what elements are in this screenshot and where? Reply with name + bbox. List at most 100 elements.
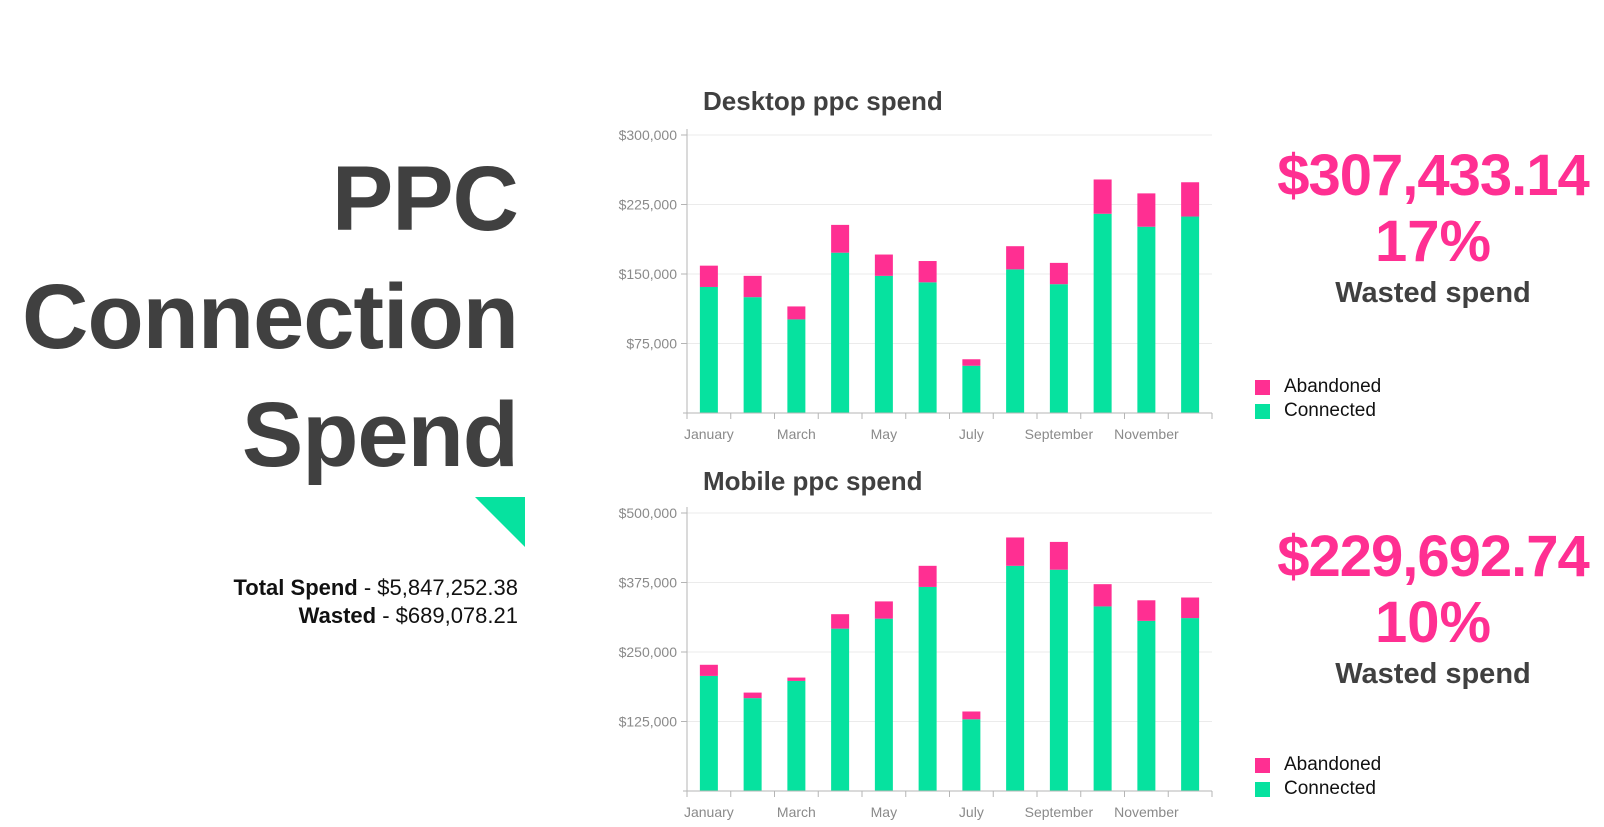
bar-connected — [962, 719, 981, 791]
bar-connected — [1049, 284, 1068, 413]
legend-label-connected: Connected — [1284, 400, 1376, 421]
total-spend-row: Total Spend - $5,847,252.38 — [0, 574, 518, 602]
bar-abandoned — [1181, 182, 1200, 217]
bar-connected — [1137, 620, 1156, 791]
y-tick-label: $250,000 — [619, 644, 678, 660]
legend-item-abandoned: Abandoned — [1255, 375, 1381, 399]
bar-connected — [787, 319, 806, 413]
x-tick-label: May — [871, 426, 897, 442]
y-tick-label: $225,000 — [619, 197, 678, 213]
bar-connected — [1006, 565, 1025, 791]
x-tick-label: January — [684, 426, 734, 442]
bar-abandoned — [1049, 262, 1068, 285]
bar-abandoned — [831, 224, 850, 253]
page-title: PPC Connection Spend — [0, 140, 519, 494]
bar-connected — [1049, 569, 1068, 791]
wasted-value: - $689,078.21 — [376, 603, 518, 628]
desktop-wasted-amount: $307,433.14 — [1277, 143, 1590, 208]
desktop-chart-legend: Abandoned Connected — [1255, 375, 1381, 423]
desktop-wasted-label: Wasted spend — [1335, 277, 1531, 309]
x-tick-label: July — [959, 804, 984, 820]
wasted-label: Wasted — [298, 603, 377, 628]
legend-item-connected: Connected — [1255, 399, 1381, 423]
y-tick-label: $500,000 — [619, 505, 678, 521]
x-tick-label: September — [1025, 426, 1094, 442]
bar-abandoned — [962, 359, 981, 366]
mobile-chart-legend: Abandoned Connected — [1255, 753, 1381, 801]
mobile-wasted-label: Wasted spend — [1335, 658, 1531, 690]
bar-abandoned — [743, 692, 762, 699]
mobile-wasted-amount: $229,692.74 — [1277, 524, 1590, 589]
bar-connected — [1181, 216, 1200, 413]
bar-connected — [918, 282, 937, 413]
bar-connected — [874, 275, 893, 413]
x-tick-label: January — [684, 804, 734, 820]
legend-label-connected: Connected — [1284, 778, 1376, 799]
totals-summary: Total Spend - $5,847,252.38 Wasted - $68… — [0, 574, 518, 630]
legend-item-connected: Connected — [1255, 777, 1381, 801]
mobile-wasted-percent: 10% — [1374, 590, 1492, 655]
bar-abandoned — [874, 254, 893, 276]
y-tick-label: $375,000 — [619, 575, 678, 591]
bar-connected — [787, 680, 806, 791]
bar-connected — [962, 365, 981, 413]
total-spend-value: - $5,847,252.38 — [357, 575, 518, 600]
bar-connected — [1093, 213, 1112, 413]
page-title-line-3: Spend — [241, 384, 519, 486]
x-tick-label: September — [1025, 804, 1094, 820]
bar-abandoned — [1137, 193, 1156, 227]
x-tick-label: November — [1114, 426, 1179, 442]
bar-abandoned — [787, 677, 806, 681]
bar-abandoned — [1006, 246, 1025, 270]
desktop-wasted-stat: $307,433.14 17% Wasted spend — [1262, 143, 1604, 311]
bar-connected — [831, 252, 850, 413]
bar-abandoned — [1093, 584, 1112, 607]
desktop-chart-title: Desktop ppc spend — [703, 86, 943, 116]
bar-abandoned — [743, 275, 762, 298]
bar-abandoned — [918, 261, 937, 283]
bar-connected — [918, 586, 937, 791]
corner-triangle-accent — [475, 497, 525, 547]
bar-abandoned — [962, 711, 981, 720]
bar-abandoned — [918, 565, 937, 587]
legend-label-abandoned: Abandoned — [1284, 376, 1382, 397]
x-tick-label: March — [777, 804, 816, 820]
x-tick-label: March — [777, 426, 816, 442]
bar-abandoned — [1181, 597, 1200, 619]
x-tick-label: July — [959, 426, 984, 442]
mobile-chart-title: Mobile ppc spend — [703, 466, 923, 496]
y-tick-label: $300,000 — [619, 127, 678, 143]
wasted-row: Wasted - $689,078.21 — [0, 602, 518, 630]
bar-connected — [743, 297, 762, 413]
legend-swatch-connected — [1255, 403, 1270, 419]
y-tick-label: $75,000 — [626, 336, 677, 352]
bar-abandoned — [699, 265, 718, 287]
bar-connected — [699, 286, 718, 413]
total-spend-label: Total Spend — [233, 575, 358, 600]
bar-connected — [1006, 269, 1025, 413]
legend-item-abandoned: Abandoned — [1255, 753, 1381, 777]
desktop-ppc-chart: $75,000 $150,000 $225,000 $300,000 January Ma… — [619, 127, 1213, 442]
legend-swatch-abandoned — [1255, 379, 1270, 395]
mobile-ppc-chart: $125,000 $250,000 $375,000 $500,000 January M… — [619, 505, 1213, 820]
bar-abandoned — [1006, 537, 1025, 566]
bar-abandoned — [1093, 179, 1112, 214]
bar-abandoned — [1049, 541, 1068, 570]
page-title-line-2: Connection — [22, 266, 519, 368]
bar-connected — [1093, 606, 1112, 791]
page-title-line-1: PPC — [331, 148, 519, 250]
y-tick-label: $150,000 — [619, 266, 678, 282]
bar-abandoned — [1137, 600, 1156, 621]
x-tick-label: November — [1114, 804, 1179, 820]
bar-abandoned — [699, 664, 718, 676]
bar-abandoned — [787, 306, 806, 320]
desktop-wasted-percent: 17% — [1374, 209, 1492, 274]
mobile-wasted-stat: $229,692.74 10% Wasted spend — [1262, 524, 1604, 692]
legend-swatch-abandoned — [1255, 757, 1270, 773]
bar-connected — [1137, 226, 1156, 413]
bar-connected — [699, 675, 718, 791]
x-tick-label: May — [871, 804, 897, 820]
bar-abandoned — [831, 614, 850, 629]
bar-connected — [831, 628, 850, 791]
y-tick-label: $125,000 — [619, 714, 678, 730]
